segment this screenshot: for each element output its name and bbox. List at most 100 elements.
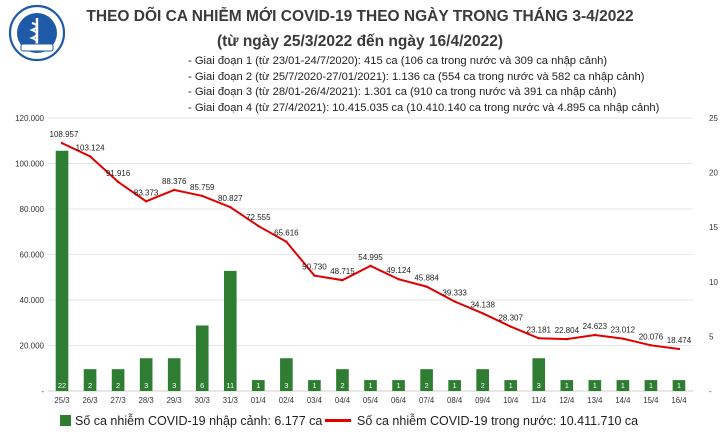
line-value-label: 22.804 xyxy=(555,326,580,335)
line-point xyxy=(144,200,148,203)
x-tick-label: 27/3 xyxy=(111,396,126,405)
domestic-cases-line xyxy=(61,142,680,350)
x-tick-label: 10/4 xyxy=(503,396,519,405)
line-point xyxy=(677,347,681,351)
line-value-label: 83.373 xyxy=(134,188,159,197)
line-point xyxy=(60,141,64,145)
x-tick-label: 14/4 xyxy=(615,396,631,405)
line-point xyxy=(565,337,569,341)
line-value-label: 34.138 xyxy=(470,300,495,309)
y-left-tick-label: 40.000 xyxy=(20,296,45,305)
bar-value-label: 1 xyxy=(621,381,625,390)
legend-bar: Số ca nhiễm COVID-19 nhập cảnh: 6.177 ca xyxy=(60,414,322,428)
x-tick-label: 26/3 xyxy=(82,396,97,405)
bar-value-label: 1 xyxy=(593,381,597,390)
bar-value-label: 1 xyxy=(649,381,653,390)
bar-value-label: 22 xyxy=(58,381,66,390)
bar xyxy=(83,369,97,391)
line-value-label: 23.012 xyxy=(611,326,636,335)
x-tick-label: 03/4 xyxy=(307,396,323,405)
y-right-tick-label: - xyxy=(709,387,712,396)
x-tick-label: 12/4 xyxy=(559,396,575,405)
y-left-tick-label: 80.000 xyxy=(20,205,45,214)
line-value-label: 108.957 xyxy=(50,130,79,139)
line-value-label: 72.555 xyxy=(246,213,271,222)
y-left-tick-label: 120.000 xyxy=(15,114,44,123)
y-left-tick-label: 60.000 xyxy=(20,251,45,260)
bar xyxy=(223,270,237,391)
bar-value-label: 3 xyxy=(144,381,148,390)
bar-value-label: 2 xyxy=(340,381,344,390)
line-point xyxy=(509,325,512,328)
bar-value-label: 2 xyxy=(481,381,485,390)
bar-value-label: 3 xyxy=(537,381,541,390)
y-right-tick-label: 15 xyxy=(709,223,718,232)
bar xyxy=(308,380,321,391)
line-value-label: 65.616 xyxy=(274,229,299,238)
x-tick-label: 01/4 xyxy=(251,396,267,405)
x-tick-label: 02/4 xyxy=(279,396,295,405)
x-tick-label: 30/3 xyxy=(195,396,210,405)
line-point xyxy=(593,333,597,337)
x-tick-label: 04/4 xyxy=(335,396,351,405)
x-tick-label: 09/4 xyxy=(475,396,491,405)
line-value-label: 18.474 xyxy=(667,336,692,345)
y-left-tick-label: - xyxy=(41,387,44,396)
phase-note-1: - Giai đoạn 1 (từ 23/01-24/7/2020): 415 … xyxy=(188,55,608,67)
legend-bar-label: Số ca nhiễm COVID-19 nhập cảnh: 6.177 ca xyxy=(75,414,323,428)
x-tick-label: 31/3 xyxy=(223,396,238,405)
phase-note-2: - Giai đoạn 2 (từ 25/7/2020-27/01/2021):… xyxy=(188,70,645,83)
line-point xyxy=(341,278,344,282)
bar-value-label: 1 xyxy=(396,381,400,390)
line-point xyxy=(425,285,428,288)
line-point xyxy=(229,205,232,209)
bar-value-label: 1 xyxy=(509,381,513,390)
line-point xyxy=(649,344,653,347)
chart-title: THEO DÕI CA NHIỄM MỚI COVID-19 THEO NGÀY… xyxy=(86,8,634,25)
y-right-tick-label: 20 xyxy=(709,169,718,178)
line-point xyxy=(285,240,288,243)
bar xyxy=(616,380,630,391)
line-value-label: 45.884 xyxy=(414,274,439,283)
x-tick-label: 15/4 xyxy=(643,396,659,405)
bar-value-label: 3 xyxy=(172,381,176,390)
legend-line-label: Số ca nhiễm COVID-19 trong nước: 10.411.… xyxy=(357,414,639,428)
phase-note-3: - Giai đoạn 3 (từ 28/01-26/4/2021): 1.30… xyxy=(188,86,617,98)
bar-value-label: 11 xyxy=(226,381,234,390)
legend-line-swatch xyxy=(325,419,351,422)
x-tick-label: 13/4 xyxy=(587,396,603,405)
bar xyxy=(644,380,658,391)
bar-value-label: 2 xyxy=(425,381,429,390)
line-value-label: 91.916 xyxy=(106,169,131,178)
line-point xyxy=(201,194,204,198)
y-right-tick-label: 25 xyxy=(709,114,718,123)
line-value-label: 49.124 xyxy=(386,266,411,275)
x-tick-label: 25/3 xyxy=(54,396,69,405)
y-left-tick-label: 20.000 xyxy=(20,342,45,351)
legend-line: Số ca nhiễm COVID-19 trong nước: 10.411.… xyxy=(325,414,638,428)
line-point xyxy=(257,224,260,228)
bar-value-label: 1 xyxy=(368,381,372,390)
bar xyxy=(111,369,125,391)
x-tick-label: 29/3 xyxy=(167,396,182,405)
bar xyxy=(588,380,602,391)
x-tick-label: 11/4 xyxy=(531,396,546,405)
bar xyxy=(336,369,349,391)
bar-value-label: 2 xyxy=(116,381,120,390)
bar-value-label: 1 xyxy=(565,381,569,390)
bar-value-label: 1 xyxy=(677,381,681,390)
bar xyxy=(504,380,518,391)
line-point xyxy=(88,155,92,158)
line-point xyxy=(481,312,484,315)
bar-value-label: 2 xyxy=(88,381,92,390)
chart-subtitle: (từ ngày 25/3/2022 đến ngày 16/4/2022) xyxy=(216,33,504,50)
bar xyxy=(672,380,686,391)
line-value-label: 23.181 xyxy=(527,325,552,334)
line-value-label: 85.759 xyxy=(190,183,215,192)
line-point xyxy=(313,274,316,277)
x-tick-label: 16/4 xyxy=(671,396,687,405)
bar-value-label: 1 xyxy=(312,381,316,390)
bar xyxy=(476,369,489,391)
line-value-label: 20.076 xyxy=(639,332,664,341)
phase-notes: - Giai đoạn 1 (từ 23/01-24/7/2020): 415 … xyxy=(188,54,659,116)
